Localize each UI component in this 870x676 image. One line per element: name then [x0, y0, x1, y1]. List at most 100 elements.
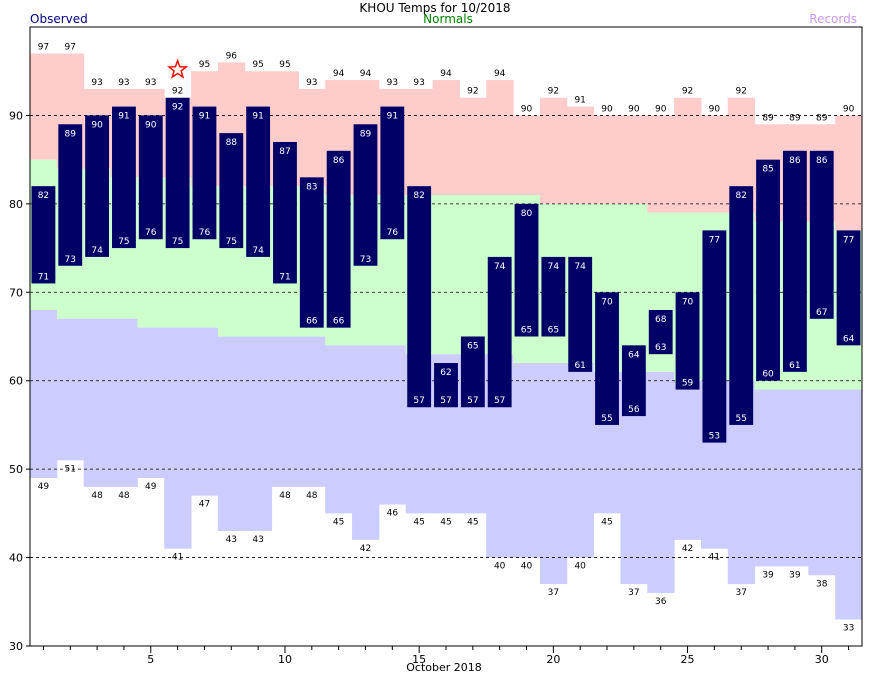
observed-bar: [836, 230, 861, 346]
record-low-band: [83, 318, 112, 487]
record-high-label: 95: [252, 60, 263, 70]
record-low-band: [754, 389, 782, 567]
record-high-label: 97: [65, 43, 76, 53]
record-high-label: 89: [789, 113, 801, 123]
observed-high-label: 88: [226, 138, 238, 148]
record-low-band: [110, 318, 138, 487]
record-low-label: 39: [762, 570, 774, 580]
record-low-label: 45: [467, 517, 478, 527]
record-high-band: [620, 115, 648, 204]
observed-low-label: 57: [494, 396, 505, 406]
observed-bar: [595, 292, 619, 425]
record-high-label: 97: [38, 43, 49, 53]
record-high-label: 95: [199, 60, 210, 70]
legend-observed: Observed: [30, 12, 88, 26]
x-tick-label: 15: [412, 653, 426, 666]
observed-low-label: 73: [360, 255, 371, 265]
record-low-band: [298, 336, 326, 487]
observed-high-label: 65: [467, 342, 478, 352]
record-high-band: [298, 88, 326, 187]
record-high-label: 94: [360, 69, 372, 79]
observed-low-label: 66: [306, 317, 318, 327]
observed-low-label: 64: [843, 334, 855, 344]
observed-high-label: 86: [816, 156, 828, 166]
observed-low-label: 57: [413, 396, 424, 406]
record-high-label: 94: [333, 69, 345, 79]
plot-area: 82 71 97 49 89 73 97 51 90 74 93 48 91 75 93 48 90 76 93 49…: [9, 26, 863, 666]
observed-bar: [273, 141, 297, 284]
chart-title: KHOU Temps for 10/2018: [359, 1, 510, 15]
observed-high-label: 90: [91, 120, 103, 130]
observed-bar: [246, 106, 271, 257]
observed-high-label: 68: [655, 315, 667, 325]
record-low-band: [566, 363, 595, 558]
record-low-label: 48: [118, 491, 130, 501]
record-low-label: 40: [574, 562, 586, 572]
record-low-label: 41: [709, 553, 720, 563]
record-low-label: 42: [682, 544, 693, 554]
observed-high-label: 70: [682, 297, 694, 307]
observed-high-label: 90: [145, 120, 157, 130]
observed-high-label: 91: [387, 112, 398, 122]
observed-bar: [326, 150, 351, 328]
record-low-label: 39: [789, 570, 801, 580]
observed-high-label: 91: [252, 112, 263, 122]
observed-bar: [31, 186, 56, 284]
normal-band: [620, 203, 648, 372]
observed-high-label: 74: [548, 262, 560, 272]
record-low-band: [56, 318, 85, 461]
observed-high-label: 86: [333, 156, 345, 166]
observed-high-label: 74: [494, 262, 506, 272]
observed-low-label: 65: [548, 326, 559, 336]
observed-low-label: 59: [682, 379, 694, 389]
record-low-band: [835, 389, 863, 620]
record-low-band: [674, 380, 702, 540]
observed-bar: [756, 159, 780, 381]
record-low-band: [137, 327, 165, 478]
record-low-label: 49: [38, 482, 50, 492]
observed-low-label: 75: [226, 237, 237, 247]
record-low-label: 45: [601, 517, 612, 527]
observed-low-label: 76: [199, 228, 211, 238]
observed-high-label: 64: [628, 350, 640, 360]
record-low-band: [352, 345, 380, 540]
record-high-band: [700, 115, 729, 213]
observed-low-label: 76: [145, 228, 157, 238]
record-low-label: 48: [91, 491, 103, 501]
record-high-label: 94: [494, 69, 506, 79]
normal-band: [432, 195, 460, 355]
observed-bar: [487, 256, 512, 408]
record-low-band: [781, 389, 809, 567]
observed-high-label: 80: [521, 209, 533, 219]
record-high-label: 90: [709, 104, 721, 114]
record-star-icon: [167, 58, 189, 79]
observed-bar: [192, 106, 217, 240]
observed-bar: [434, 363, 458, 408]
observed-low-label: 61: [789, 361, 800, 371]
x-tick-label: 10: [278, 653, 292, 666]
observed-high-label: 86: [789, 156, 801, 166]
y-tick-label: 80: [9, 198, 23, 211]
observed-bar: [380, 106, 405, 240]
observed-high-label: 91: [199, 112, 210, 122]
observed-bar: [675, 292, 700, 390]
record-high-label: 91: [574, 96, 585, 106]
record-low-label: 43: [252, 535, 263, 545]
record-low-label: 38: [816, 579, 828, 589]
record-low-label: 48: [306, 491, 318, 501]
observed-low-label: 74: [91, 246, 103, 256]
record-high-band: [593, 115, 621, 204]
observed-high-label: 82: [735, 191, 746, 201]
record-high-label: 94: [440, 69, 452, 79]
record-low-label: 36: [655, 597, 667, 607]
record-high-label: 95: [279, 60, 290, 70]
observed-bar: [514, 203, 539, 337]
record-high-band: [674, 97, 702, 213]
record-low-label: 47: [199, 500, 210, 510]
observed-low-label: 73: [65, 255, 76, 265]
record-high-label: 93: [306, 78, 317, 88]
record-high-band: [539, 97, 568, 204]
observed-bar: [702, 230, 727, 443]
record-low-label: 49: [145, 482, 157, 492]
y-tick-label: 50: [9, 463, 23, 476]
